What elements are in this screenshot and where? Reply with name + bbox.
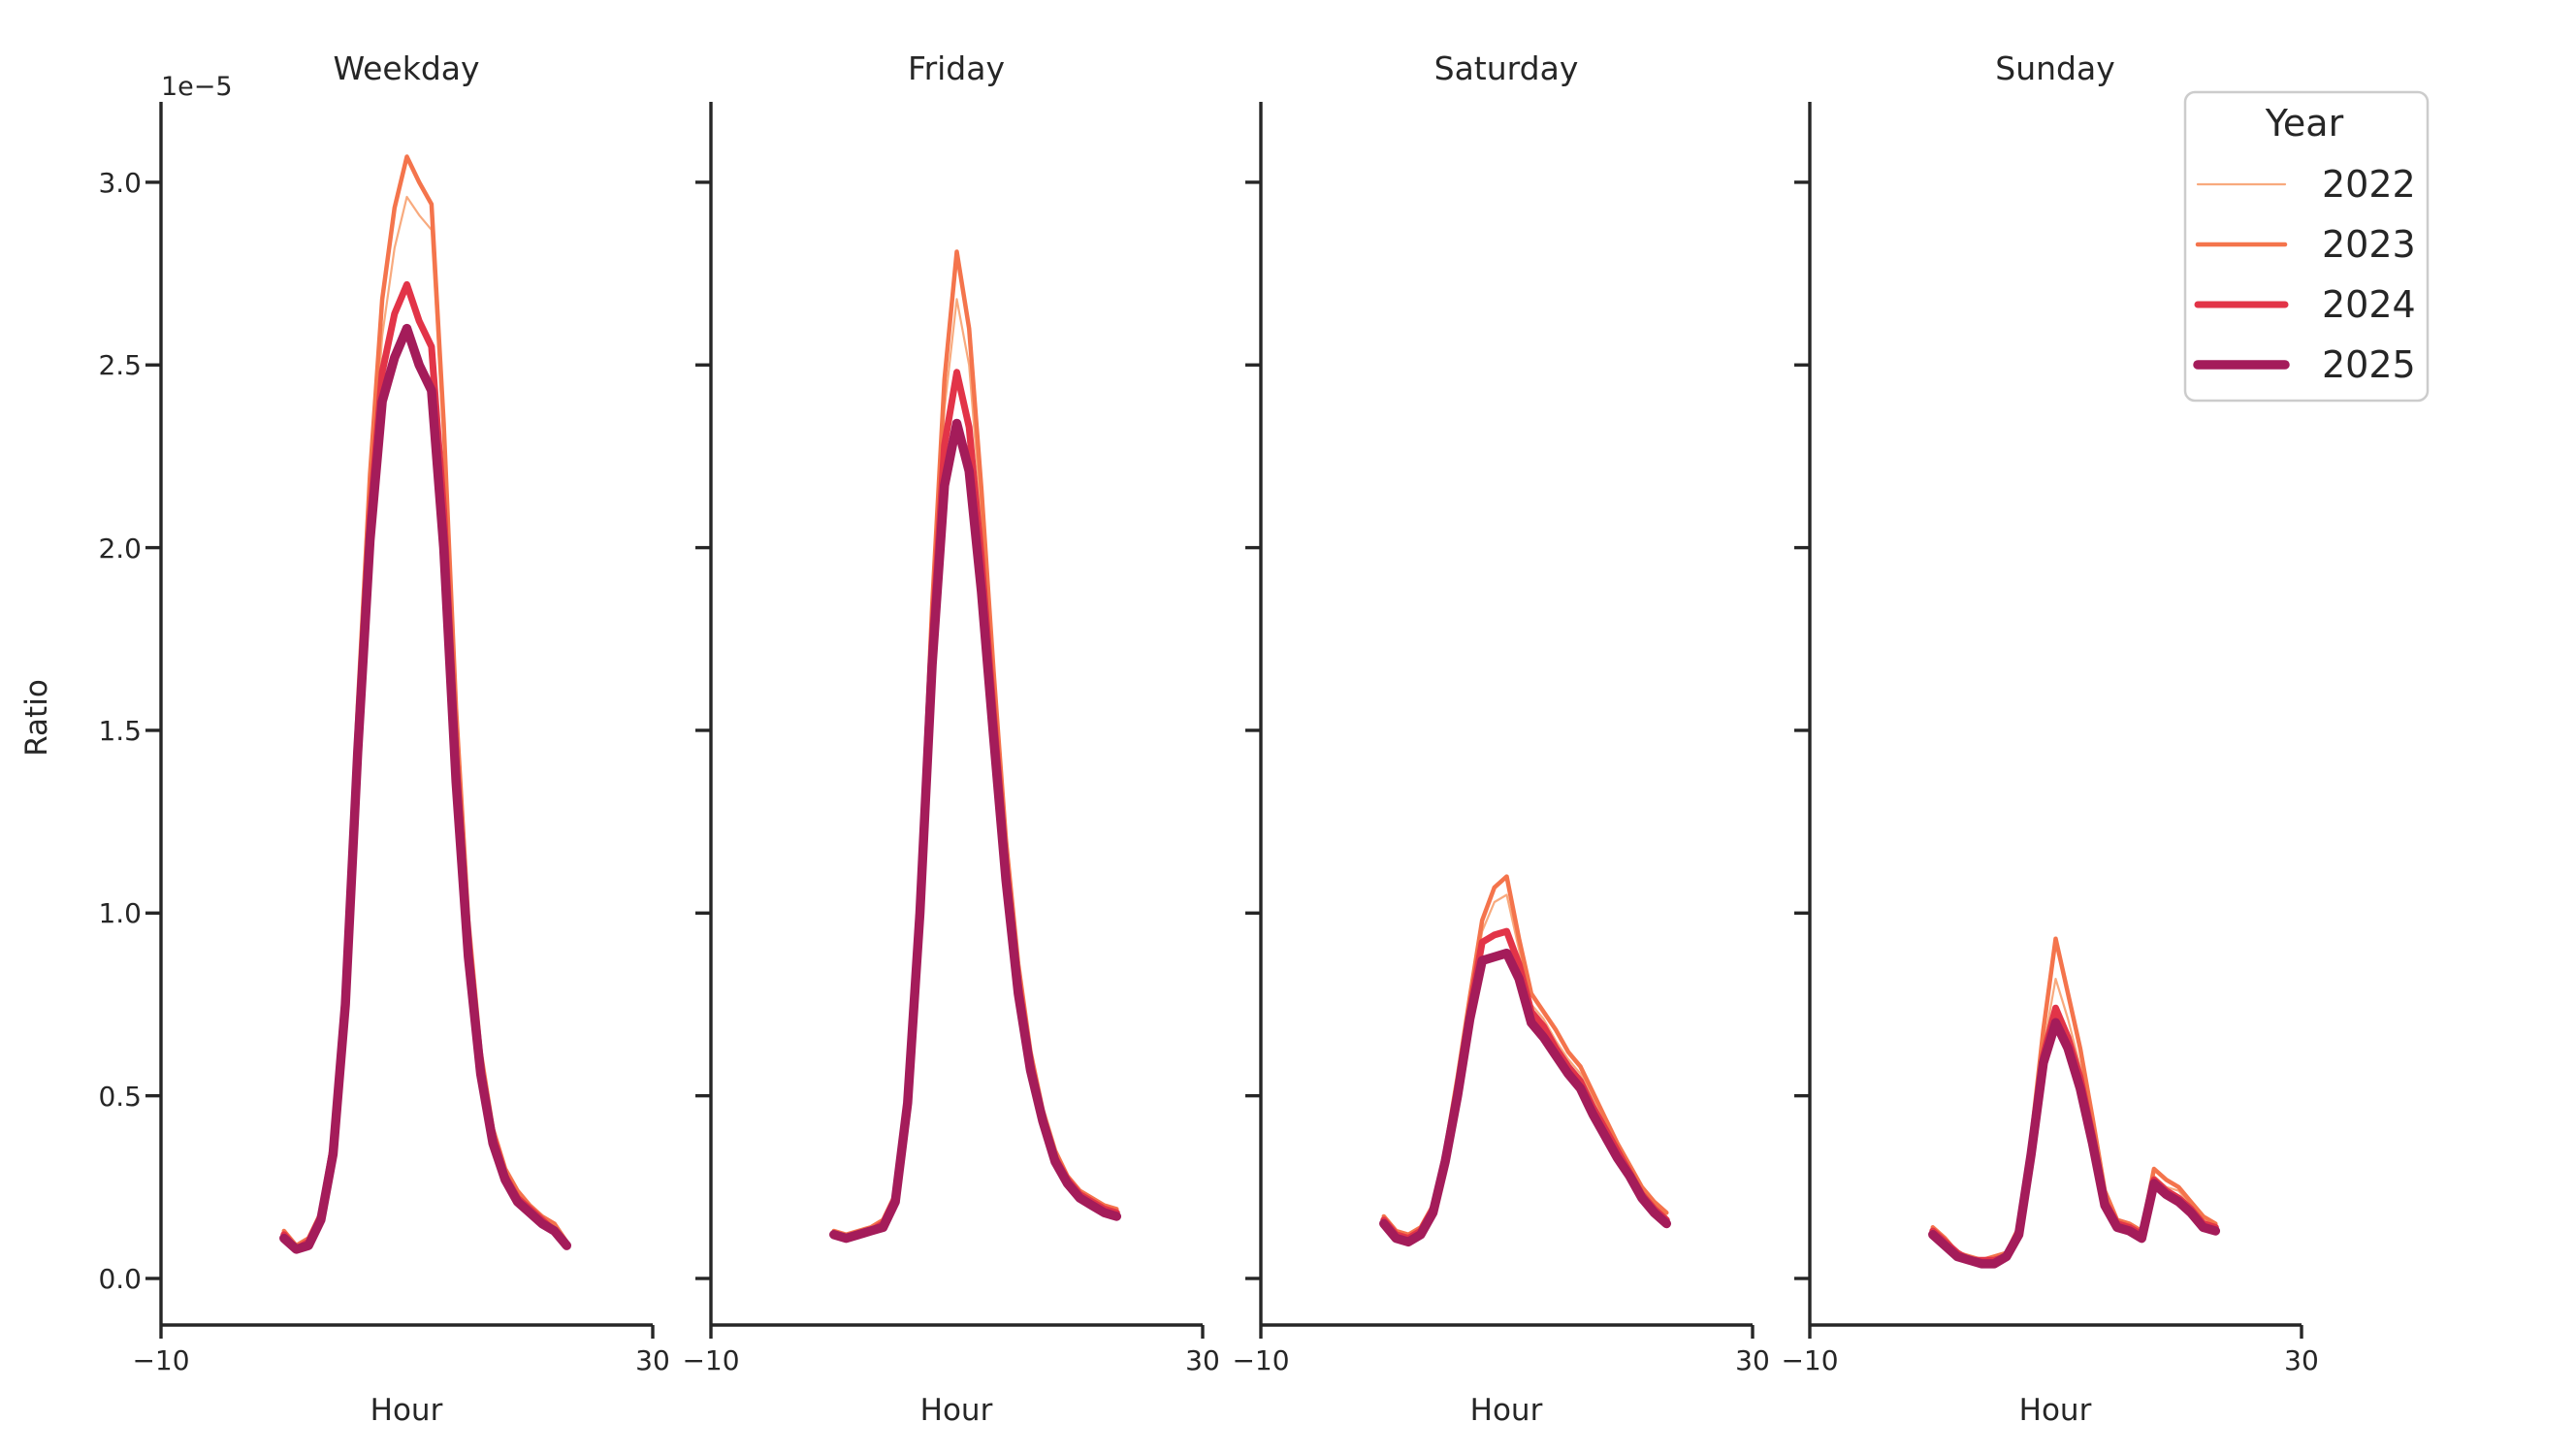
x-tick-label: 30 [635, 1344, 670, 1376]
x-axis-label: Hour [920, 1393, 993, 1428]
x-axis-label: Hour [1470, 1393, 1543, 1428]
facet-title: Sunday [1995, 49, 2114, 87]
legend-entry: 2024 [2194, 283, 2416, 326]
legend-entry-label: 2022 [2322, 163, 2416, 206]
series-lines [1928, 936, 2221, 1269]
x-tick-label: −10 [682, 1344, 739, 1376]
legend-entry: 2025 [2193, 343, 2416, 386]
line-saturday-2025 [1379, 948, 1672, 1247]
facet-weekday: Weekday 1e−5 0.0 0.5 1.0 1.5 2.0 2.5 3.0… [19, 49, 670, 1428]
line-sunday-2025 [1928, 1018, 2221, 1269]
x-axis-label: Hour [370, 1393, 443, 1428]
line-saturday-2022 [1382, 893, 1668, 1240]
tick-marks [145, 180, 655, 1339]
facet-title: Saturday [1434, 49, 1579, 87]
line-friday-2025 [829, 418, 1122, 1244]
line-weekday-2024 [280, 280, 570, 1253]
x-tick-label: 30 [1735, 1344, 1770, 1376]
line-weekday-2025 [279, 323, 572, 1254]
y-tick-label: 0.5 [98, 1081, 142, 1113]
legend-entry-label: 2025 [2322, 343, 2416, 386]
legend-box [2183, 90, 2430, 403]
legend-entry-label: 2024 [2322, 283, 2416, 326]
legend-title: Year [2265, 102, 2344, 145]
y-tick-label: 2.0 [98, 533, 142, 565]
legend: Year 2022 2023 2024 2025 [2183, 90, 2430, 403]
x-axis-label: Hour [2019, 1393, 2092, 1428]
series-lines [1379, 874, 1672, 1247]
line-weekday-2022 [282, 195, 568, 1251]
line-weekday-2023 [281, 154, 569, 1248]
x-tick-label: 30 [2284, 1344, 2319, 1376]
line-saturday-2024 [1380, 927, 1670, 1243]
facet-title: Weekday [333, 49, 479, 87]
y-tick-label: 1.5 [98, 715, 142, 747]
series-lines [279, 154, 572, 1254]
facet-friday: Friday −10 30 Hour [682, 49, 1219, 1428]
legend-entry-label: 2023 [2322, 223, 2416, 266]
line-saturday-2023 [1381, 874, 1669, 1238]
y-axis-offset-label: 1e−5 [161, 72, 233, 102]
legend-entry: 2022 [2196, 163, 2416, 206]
line-friday-2023 [831, 249, 1119, 1238]
facet-saturday: Saturday −10 30 Hour [1232, 49, 1769, 1428]
line-sunday-2023 [1930, 936, 2218, 1263]
tick-marks [695, 180, 1205, 1339]
tick-marks [1794, 180, 2303, 1339]
y-tick-label: 2.5 [98, 349, 142, 381]
tick-marks [1245, 180, 1755, 1339]
y-tick-label: 0.0 [98, 1263, 142, 1295]
facet-sunday: Sunday −10 30 Hour [1781, 49, 2318, 1428]
facet-title: Friday [908, 49, 1005, 87]
x-tick-label: −10 [1232, 1344, 1289, 1376]
y-tick-label: 1.0 [98, 897, 142, 929]
series-lines [829, 249, 1122, 1244]
line-friday-2022 [832, 298, 1118, 1240]
y-tick-label: 3.0 [98, 167, 142, 199]
x-tick-label: 30 [1185, 1344, 1220, 1376]
x-tick-label: −10 [132, 1344, 189, 1376]
legend-entry: 2023 [2195, 223, 2416, 266]
x-tick-label: −10 [1781, 1344, 1838, 1376]
y-axis-label: Ratio [19, 679, 54, 757]
